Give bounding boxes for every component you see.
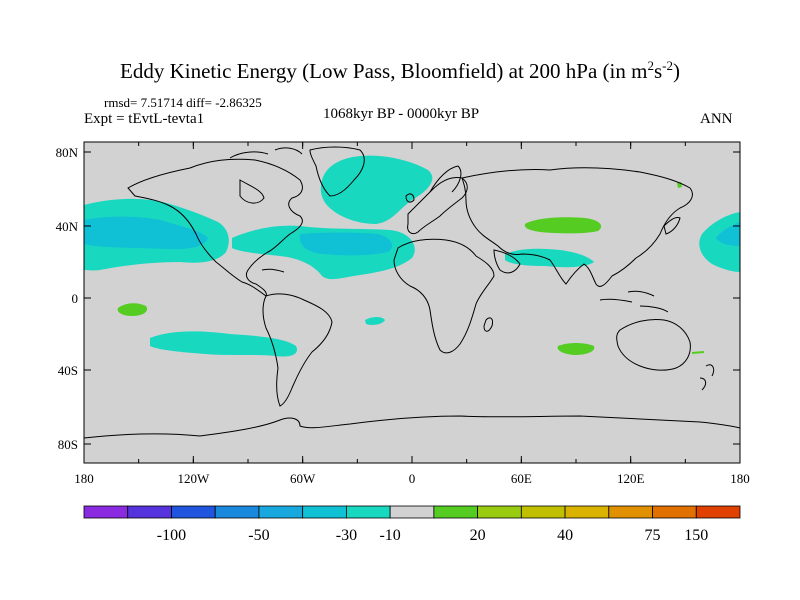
anomaly-south-indian-ocean [557,343,595,355]
lon-tick-label: 120E [617,471,645,486]
colorbar-label: -10 [379,527,400,544]
colorbar-swatch [214,505,260,519]
lon-tick-label: 60W [290,471,316,486]
colorbar-label: -30 [336,527,357,544]
coast-scandinavia [429,165,462,193]
coast-south-america [262,293,333,407]
season-label: ANN [700,111,733,127]
colorbar-label: -50 [248,527,269,544]
lon-tick-label: 0 [409,471,416,486]
coast-antarctica [84,415,740,439]
coastlines [84,146,740,439]
anomaly-new-zealand [692,351,704,354]
colorbar-swatch [83,505,129,519]
colorbar-swatch [695,505,741,519]
colorbar-swatch [433,505,479,519]
colorbar-swatch [302,505,347,519]
anomaly-south-pacific [150,331,298,357]
coast-europe [407,177,468,235]
lat-tick-label: 0 [72,291,79,306]
colorbar-swatch [171,505,216,519]
chart-title: Eddy Kinetic Energy (Low Pass, Bloomfiel… [0,58,800,84]
colorbar-swatch [477,505,522,519]
lat-tick-label: 80S [58,437,78,452]
lon-tick-label: 180 [730,471,750,486]
coast-arctic-islands [229,147,303,159]
anomaly-greenland [320,155,433,224]
colorbar-swatch [652,505,697,519]
colorbar-label: 40 [557,527,573,544]
title-exp1: 2 [647,58,654,73]
colorbar-labels: -100 -50 -30 -10 20 40 75 150 [157,527,708,544]
coast-arabian-peninsula [493,249,521,274]
axis-ticks [83,142,741,463]
anomaly-south-atlantic-patch [365,317,385,325]
coast-indonesia [599,290,669,313]
lat-tick-label: 40S [58,363,78,378]
rmsd-diff-stats: rmsd= 7.51714 diff= -2.86325 [104,95,262,110]
colorbar-swatch [258,505,304,519]
experiment-label: Expt = tEvtL-tevta1 [84,111,205,127]
coast-north-america [127,158,303,297]
coast-africa [393,238,495,354]
axis-tick-labels: 80N 40N 0 40S 80S 180 120W 60W 0 60E 120E 180 [56,145,750,486]
coast-japan [663,217,681,235]
colorbar-label: -100 [157,527,186,544]
anomaly-north-atlantic-core [299,232,393,256]
title-main: Eddy Kinetic Energy (Low Pass, Bloomfiel… [120,59,648,83]
lon-tick-label: 120W [177,471,210,486]
coast-asia [461,167,693,287]
title-end: ) [672,59,680,83]
lon-tick-label: 60E [511,471,532,486]
coast-madagascar [483,317,493,332]
coast-new-zealand [699,364,715,391]
anomaly-central-asia [524,217,602,234]
period-label: 1068kyr BP - 0000kyr BP [323,106,480,122]
colorbar-label: 20 [470,527,486,544]
lat-tick-label: 40N [56,219,79,234]
anomaly-north-pacific-core [84,216,208,250]
colorbar-swatch [389,505,435,519]
coast-british-isles [405,193,415,203]
anomaly-north-pacific-east-core [716,222,740,246]
title-exp2: -2 [662,58,673,73]
anomaly-africa-arabia [505,248,594,268]
colorbar-swatch [564,505,610,519]
colorbar [83,505,741,519]
colorbar-label: 150 [684,527,708,544]
colorbar-swatch [520,505,566,519]
title-unit: s [653,59,663,83]
colorbar-swatch [608,505,653,519]
colorbar-swatch [345,505,391,519]
lat-tick-label: 80N [56,145,79,160]
coast-greenland [309,146,365,197]
lon-tick-label: 180 [74,471,94,486]
anomaly-fields [84,155,740,357]
coast-caribbean-islands [261,268,285,273]
colorbar-swatch [127,505,172,519]
coast-hudson-bay [239,179,265,204]
anomaly-tropical-pacific [117,303,148,316]
coast-australia [616,319,691,371]
colorbar-label: 75 [645,527,661,544]
